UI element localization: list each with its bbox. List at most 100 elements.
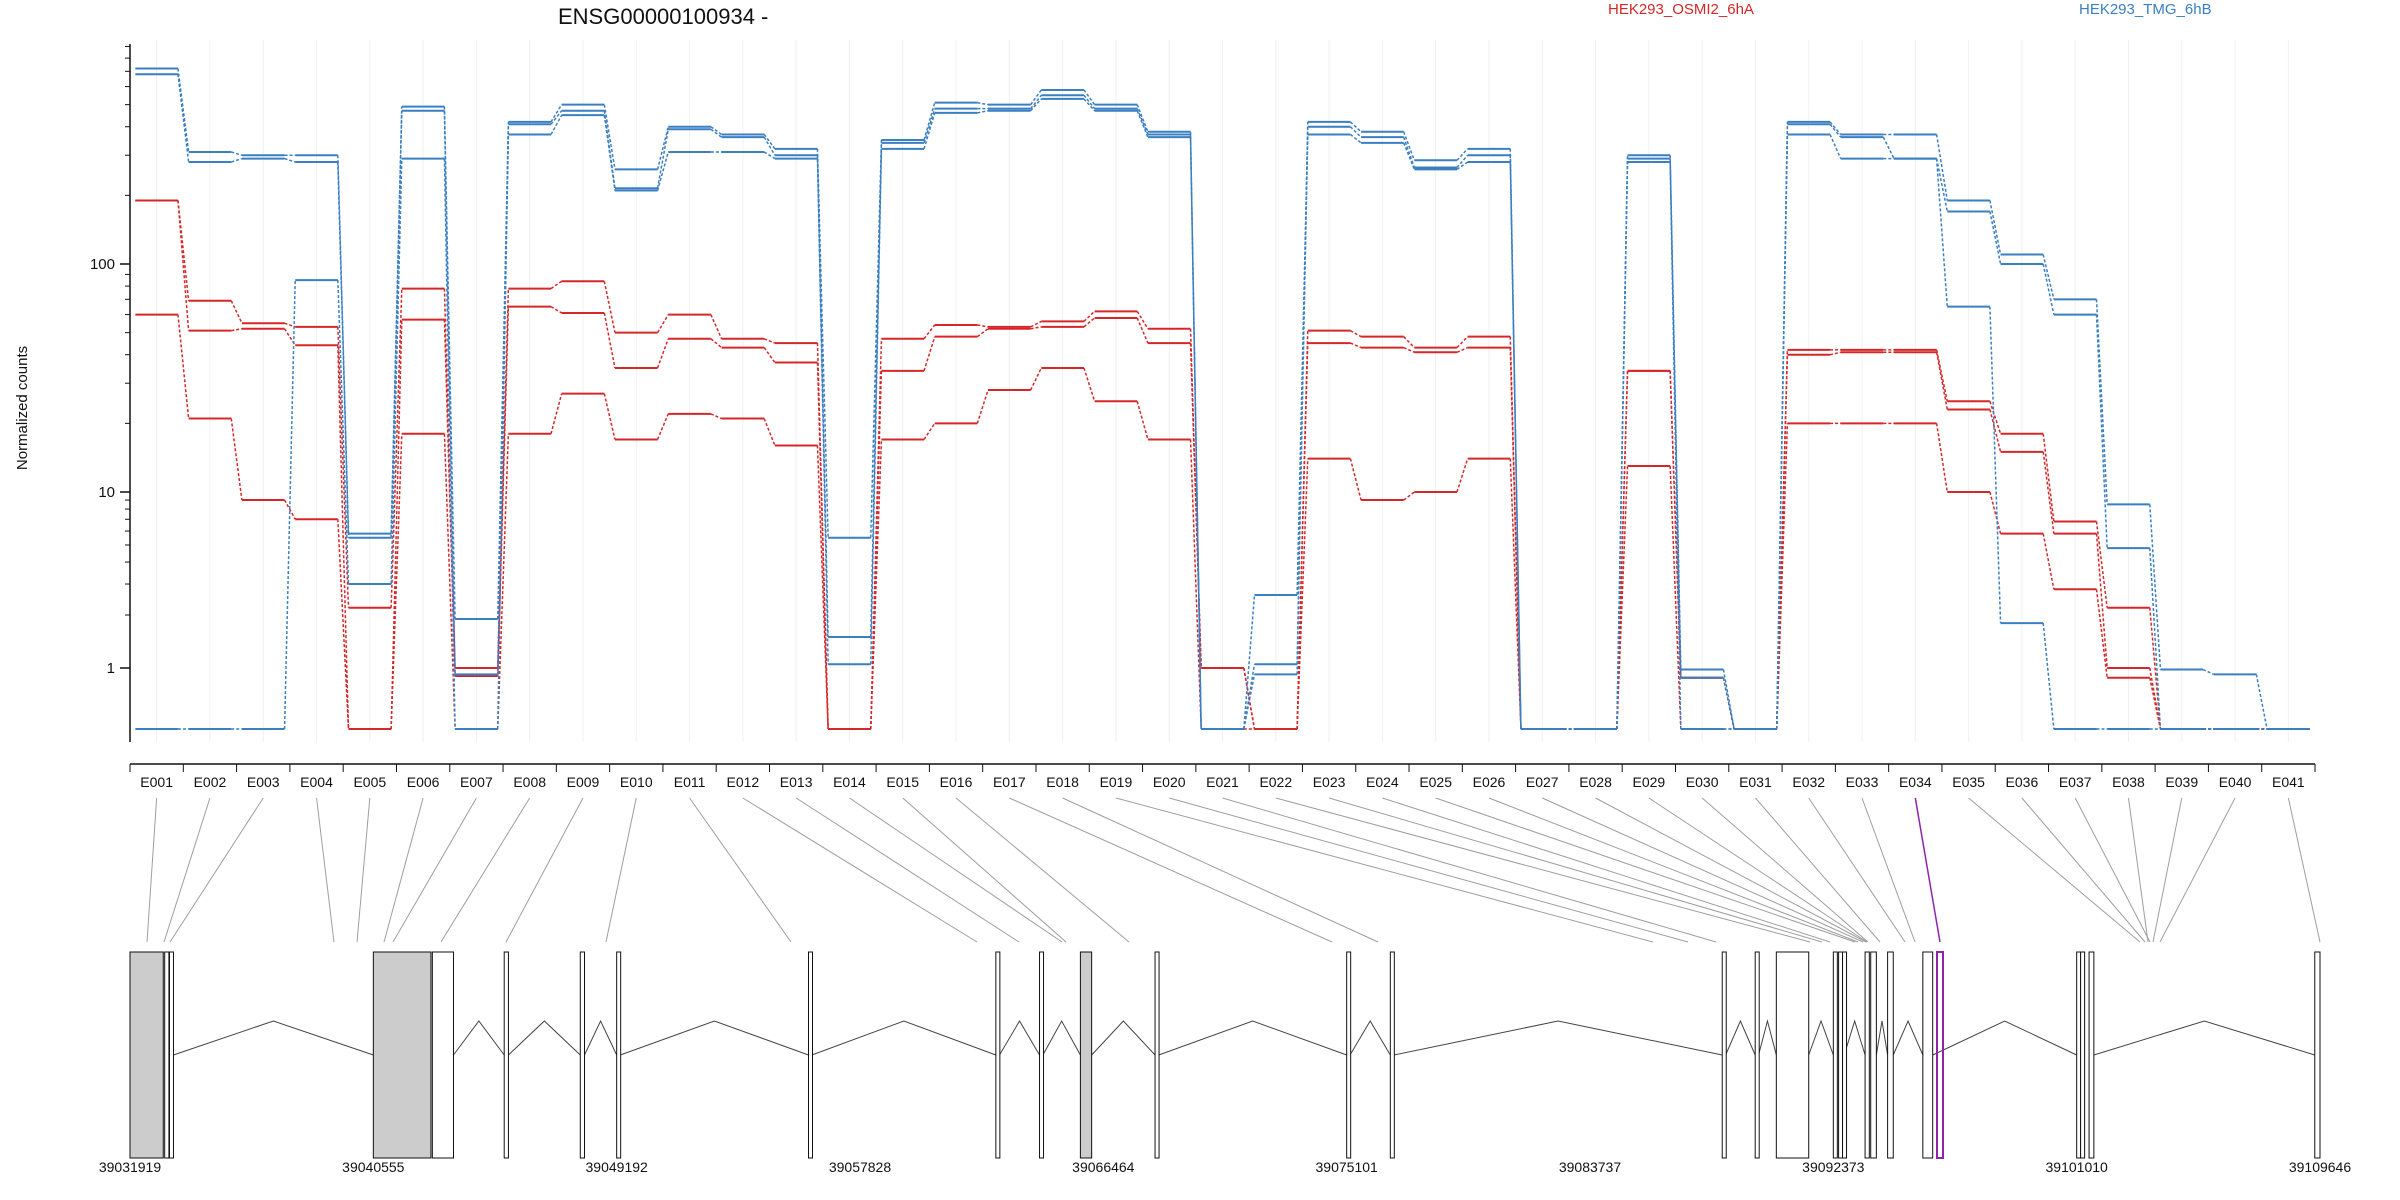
exon-connector bbox=[2042, 622, 2055, 730]
exon-connector bbox=[1935, 158, 1949, 307]
exon-connector bbox=[550, 280, 563, 290]
exon-connector bbox=[1403, 336, 1415, 349]
exon-connector bbox=[1083, 317, 1096, 328]
exon-connector bbox=[177, 314, 190, 419]
x-tick-label: E027 bbox=[1526, 774, 1559, 790]
exon-box bbox=[503, 951, 509, 1159]
y-tick-label: 100 bbox=[90, 256, 115, 273]
coordinate-tick-label: 39057828 bbox=[829, 1159, 892, 1175]
x-tick-label: E009 bbox=[567, 774, 600, 790]
x-tick-label: E003 bbox=[247, 774, 280, 790]
exon-connector bbox=[710, 413, 722, 420]
exon-connector-line bbox=[1169, 797, 1689, 943]
exon-connector-line bbox=[356, 797, 371, 943]
exon-connector bbox=[1775, 423, 1789, 730]
exon-connector-line bbox=[605, 797, 637, 943]
exon-connector-line bbox=[2074, 797, 2151, 943]
coordinate-tick-label: 39101010 bbox=[2046, 1159, 2109, 1175]
x-tick-label: E033 bbox=[1846, 774, 1879, 790]
exon-connector bbox=[496, 306, 510, 677]
exon-connector bbox=[443, 158, 456, 730]
x-tick-label: E032 bbox=[1792, 774, 1825, 790]
exon-connector bbox=[2255, 674, 2268, 730]
exon-connector bbox=[550, 114, 563, 135]
exon-box bbox=[995, 951, 1001, 1159]
coordinate-tick-label: 39049192 bbox=[586, 1159, 649, 1175]
exon-connector bbox=[231, 151, 243, 156]
exon-connector bbox=[763, 134, 776, 150]
exon-connector bbox=[390, 158, 403, 585]
exon-box bbox=[2088, 951, 2095, 1159]
exon-connector bbox=[284, 322, 296, 328]
exon-connector bbox=[283, 280, 296, 730]
exon-connector bbox=[283, 499, 296, 520]
exon-connector bbox=[1616, 370, 1629, 730]
exon-box bbox=[372, 951, 432, 1159]
exon-connector bbox=[710, 126, 722, 136]
exon-connector bbox=[1030, 94, 1042, 110]
exon-box bbox=[1842, 951, 1848, 1159]
exon-connector-line bbox=[440, 797, 531, 943]
exon-connector bbox=[2095, 533, 2108, 669]
exon-connector bbox=[1350, 330, 1362, 338]
exon-connector bbox=[284, 157, 296, 163]
coordinate-tick-label: 39109646 bbox=[2289, 1159, 2352, 1175]
exon-connector bbox=[1989, 200, 2002, 255]
exon-connector bbox=[1669, 465, 1682, 730]
exon-connector bbox=[496, 288, 510, 669]
legend-item-tmg: HEK293_TMG_6hB bbox=[2079, 1, 2212, 18]
chart-title: ENSG00000100934 - bbox=[558, 4, 768, 29]
exon-connector-line bbox=[742, 797, 978, 943]
exon-connector bbox=[496, 433, 510, 730]
exon-box bbox=[1389, 951, 1395, 1159]
x-tick-label: E035 bbox=[1952, 774, 1985, 790]
exon-connector-line bbox=[2127, 797, 2149, 943]
exon-connector bbox=[1029, 367, 1042, 391]
exon-box bbox=[579, 951, 585, 1159]
exon-connector bbox=[923, 112, 936, 150]
intron-line bbox=[2093, 1020, 2315, 1056]
exon-connector bbox=[2202, 668, 2215, 676]
x-tick-label: E021 bbox=[1206, 774, 1239, 790]
exon-connector bbox=[1243, 674, 1256, 730]
x-tick-label: E029 bbox=[1632, 774, 1665, 790]
axis-layer: 1 10 100 E001 E002 E003 E004 E005 E006 E007 E008 E0… bbox=[90, 44, 2316, 790]
exon-connector bbox=[443, 433, 456, 730]
exon-connector bbox=[1403, 491, 1415, 501]
exon-connector-line bbox=[1488, 797, 1859, 943]
exon-connector bbox=[1349, 121, 1362, 133]
series-layer bbox=[135, 67, 2310, 731]
exon-connector bbox=[231, 157, 243, 163]
coordinate-tick-label: 39092373 bbox=[1802, 1159, 1865, 1175]
exon-connector bbox=[550, 104, 563, 123]
exon-connector-line bbox=[169, 797, 264, 943]
exon-connector bbox=[337, 155, 350, 534]
exon-box bbox=[129, 951, 164, 1159]
y-tick-label: 10 bbox=[98, 484, 115, 501]
exon-connector bbox=[1829, 351, 1841, 356]
exon-connector bbox=[1189, 137, 1202, 730]
exon-connector bbox=[1136, 401, 1149, 440]
exon-connector bbox=[1775, 134, 1789, 730]
exon-connector bbox=[231, 328, 243, 332]
intron-line bbox=[1393, 1020, 1723, 1056]
exon-box bbox=[1079, 951, 1093, 1159]
exon-box bbox=[1154, 951, 1160, 1159]
exon-connector bbox=[656, 413, 669, 440]
exon-connector bbox=[1136, 310, 1149, 330]
intron-line bbox=[453, 1020, 505, 1056]
exon-box bbox=[807, 951, 813, 1159]
coordinate-tick-label: 39066464 bbox=[1072, 1159, 1135, 1175]
exon-connector bbox=[337, 345, 350, 730]
exon-connector bbox=[2149, 548, 2162, 730]
exon-connector bbox=[763, 338, 776, 344]
coordinate-tick-label: 39075101 bbox=[1316, 1159, 1379, 1175]
exon-connector bbox=[1669, 162, 1682, 730]
exon-connector bbox=[763, 418, 776, 446]
exon-connector bbox=[816, 158, 829, 665]
exon-box bbox=[2080, 951, 2086, 1159]
exon-connector bbox=[1083, 98, 1096, 112]
coordinate-tick-label: 39031919 bbox=[99, 1159, 162, 1175]
exon-connector bbox=[230, 418, 243, 501]
exon-connector bbox=[1989, 211, 2002, 265]
